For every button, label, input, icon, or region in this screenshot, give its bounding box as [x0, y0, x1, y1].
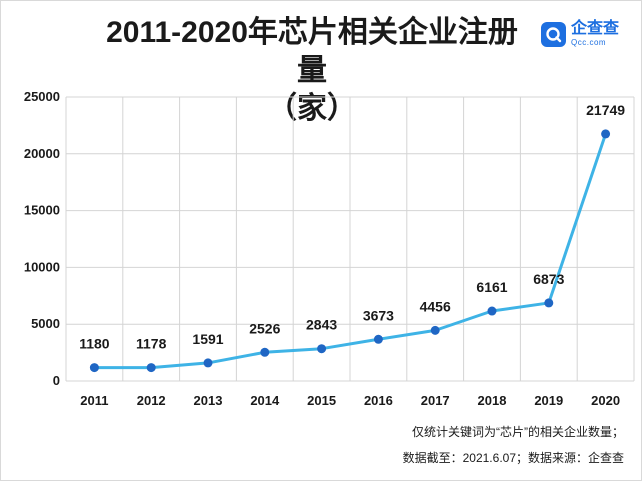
- data-point: [487, 306, 497, 316]
- x-tick-label: 2017: [421, 393, 450, 408]
- data-point: [601, 129, 611, 139]
- chart-title: 2011-2020年芯片相关企业注册量 （家）: [96, 14, 528, 128]
- x-tick-label: 2015: [307, 393, 336, 408]
- logo-sub: Qcc.com: [571, 38, 607, 47]
- data-point: [544, 298, 554, 308]
- data-point: [203, 358, 213, 368]
- qcc-logo: 企查查 Qcc.com: [541, 20, 619, 48]
- x-tick-label: 2016: [364, 393, 393, 408]
- x-tick-label: 2020: [591, 393, 620, 408]
- data-point: [260, 347, 270, 357]
- y-tick-label: 10000: [24, 259, 60, 274]
- x-tick-label: 2019: [534, 393, 563, 408]
- data-label: 4456: [420, 298, 451, 314]
- footnote-scope: 仅统计关键词为“芯片”的相关企业数量；: [412, 425, 624, 439]
- x-tick-label: 2011: [80, 393, 108, 408]
- data-point: [146, 363, 156, 373]
- y-tick-label: 25000: [24, 89, 60, 104]
- data-label: 2526: [249, 320, 280, 336]
- data-point: [317, 344, 327, 354]
- x-tick-label: 2018: [478, 393, 507, 408]
- data-point: [373, 334, 383, 344]
- x-tick-label: 2012: [137, 393, 166, 408]
- y-tick-label: 15000: [24, 203, 60, 218]
- y-tick-label: 5000: [31, 316, 60, 331]
- data-label: 2843: [306, 317, 337, 333]
- y-tick-label: 20000: [24, 146, 60, 161]
- y-tick-label: 0: [53, 373, 60, 388]
- series-line: [92, 132, 608, 370]
- data-label: 6873: [533, 271, 564, 287]
- data-point: [89, 363, 99, 373]
- footnote-source: 数据截至：2021.6.07；数据来源：企查查: [402, 451, 624, 465]
- data-label: 1591: [192, 331, 223, 347]
- data-label: 21749: [586, 102, 625, 118]
- data-label: 6161: [476, 279, 507, 295]
- data-label: 1178: [136, 336, 167, 352]
- data-label: 3673: [363, 307, 394, 323]
- data-label: 1180: [79, 336, 110, 352]
- logo-name: 企查查: [571, 20, 620, 37]
- title-line-1: 2011-2020年芯片相关企业注册量: [106, 16, 518, 87]
- qcc-logo-icon: [541, 21, 566, 47]
- x-tick-label: 2014: [250, 393, 280, 408]
- x-tick-label: 2013: [194, 393, 223, 408]
- data-point: [430, 325, 440, 335]
